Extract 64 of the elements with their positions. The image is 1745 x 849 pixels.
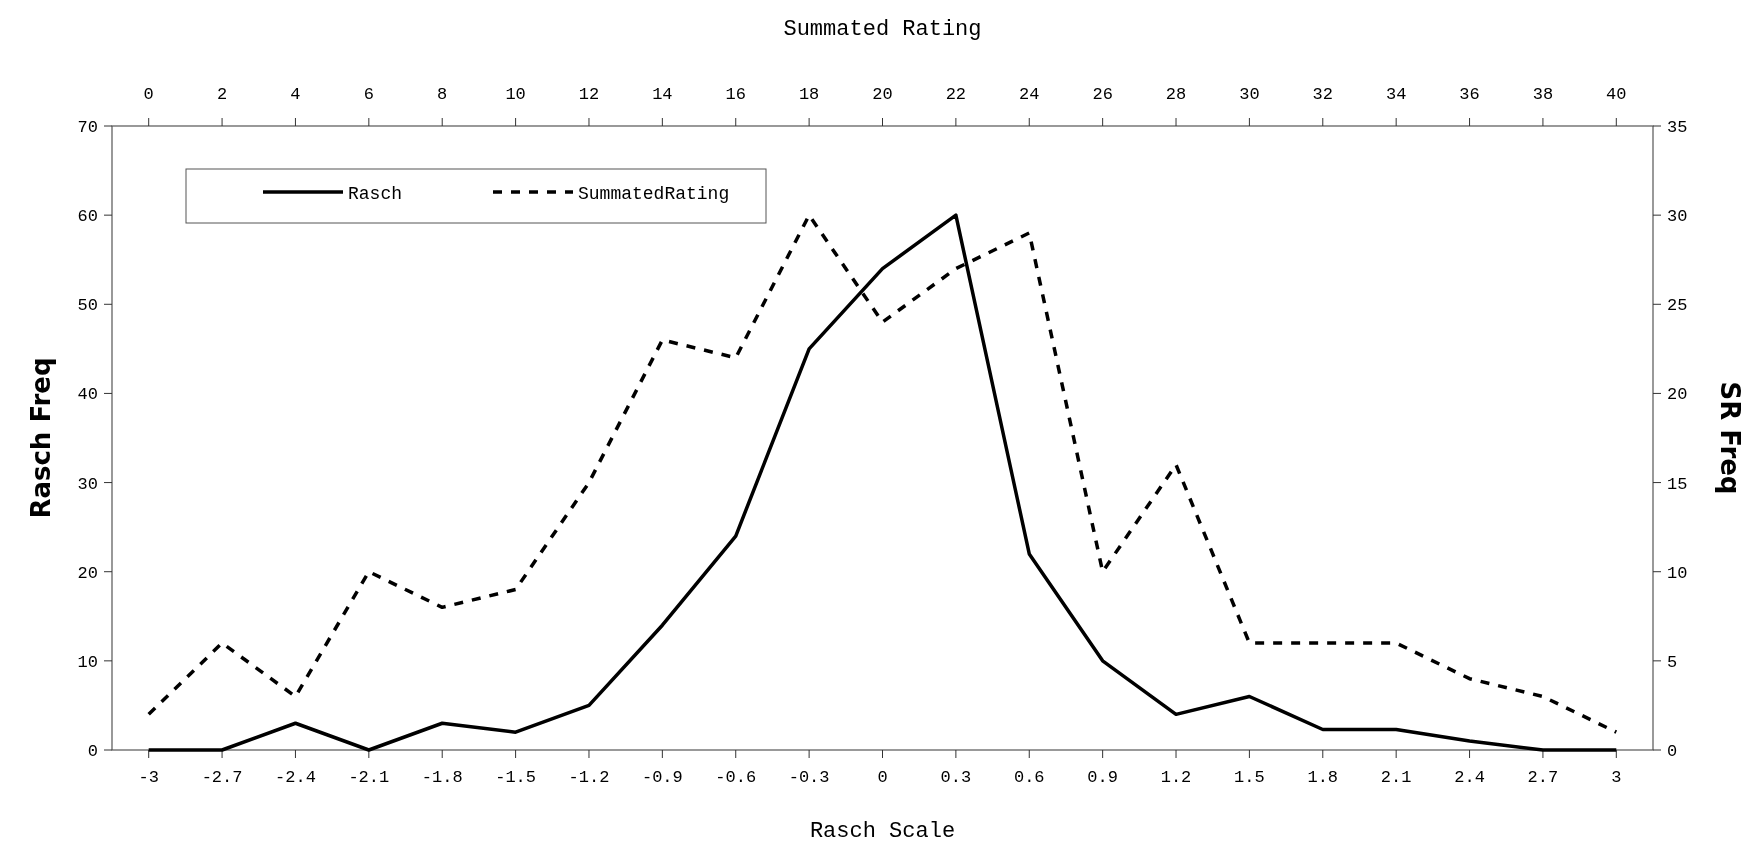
x-tick-label: -1.2 [568,768,610,787]
y2-tick-label: 5 [1667,652,1678,672]
y2-tick-label: 25 [1667,296,1688,316]
x-axis-title: Rasch Scale [809,819,956,844]
y2-tick-label: 30 [1667,207,1688,227]
x-tick-label: 2.1 [1380,768,1412,787]
x2-tick-label: 2 [216,85,228,104]
x2-tick-label: 26 [1092,85,1113,104]
x-tick-label: 0.3 [940,768,972,787]
x-tick-label: 3 [1611,768,1622,787]
x2-tick-label: 32 [1312,85,1333,104]
x-tick-label: -2.1 [348,768,390,787]
x2-tick-label: 24 [1019,85,1040,104]
x-tick-label: -0.6 [715,768,757,787]
legend-label: Rasch [348,184,403,204]
x-tick-label: 0.6 [1013,768,1045,787]
x2-tick-label: 28 [1165,85,1187,104]
x2-tick-label: 16 [725,85,746,104]
x2-tick-label: 18 [798,85,820,104]
x-tick-label: 0.9 [1087,768,1118,787]
x2-tick-label: 10 [505,85,526,104]
x2-tick-label: 20 [872,85,893,104]
x2-tick-label: 8 [437,85,448,104]
y2-tick-label: 35 [1667,118,1688,137]
y2-tick-label: 15 [1667,474,1688,494]
y-tick-label: 10 [77,652,98,672]
y-axis-title: Rasch Freq [26,357,56,519]
y2-tick-label: 0 [1667,742,1678,761]
x-tick-label: -2.7 [201,768,243,787]
legend-label: SummatedRating [578,184,730,204]
x-tick-label: 2.7 [1527,768,1559,787]
x2-tick-label: 34 [1385,85,1407,104]
y-tick-label: 60 [77,207,98,227]
y2-axis-title: SR Freq [1715,381,1745,495]
y2-tick-label: 20 [1667,385,1688,405]
x-tick-label: 2.4 [1454,768,1485,787]
x-tick-label: -0.3 [788,768,830,787]
x2-tick-label: 12 [578,85,600,104]
y-tick-label: 20 [77,563,98,583]
x-tick-label: 1.8 [1307,768,1339,787]
x-tick-label: -3 [138,768,159,787]
x-tick-label: 1.2 [1160,768,1192,787]
y-tick-label: 30 [77,474,98,494]
y-tick-label: 0 [87,742,98,761]
x2-tick-label: 0 [143,85,154,104]
x2-tick-label: 4 [290,85,301,104]
x-tick-label: 1.5 [1234,768,1265,787]
y-tick-label: 50 [77,296,98,316]
x-tick-label: -1.5 [495,768,536,787]
y-tick-label: 70 [77,118,98,137]
x-tick-label: -0.9 [641,768,683,787]
x2-axis-title: Summated Rating [783,17,982,42]
x2-tick-label: 30 [1239,85,1260,104]
x2-tick-label: 36 [1459,85,1480,104]
x2-tick-label: 40 [1606,85,1627,104]
x2-tick-label: 6 [363,85,374,104]
y2-tick-label: 10 [1667,563,1688,583]
x-tick-label: 0 [877,768,888,787]
x-tick-label: -2.4 [275,768,316,787]
x2-tick-label: 22 [945,85,967,104]
x2-tick-label: 14 [652,85,673,104]
x2-tick-label: 38 [1532,85,1554,104]
y-tick-label: 40 [77,385,98,405]
x-tick-label: -1.8 [421,768,463,787]
